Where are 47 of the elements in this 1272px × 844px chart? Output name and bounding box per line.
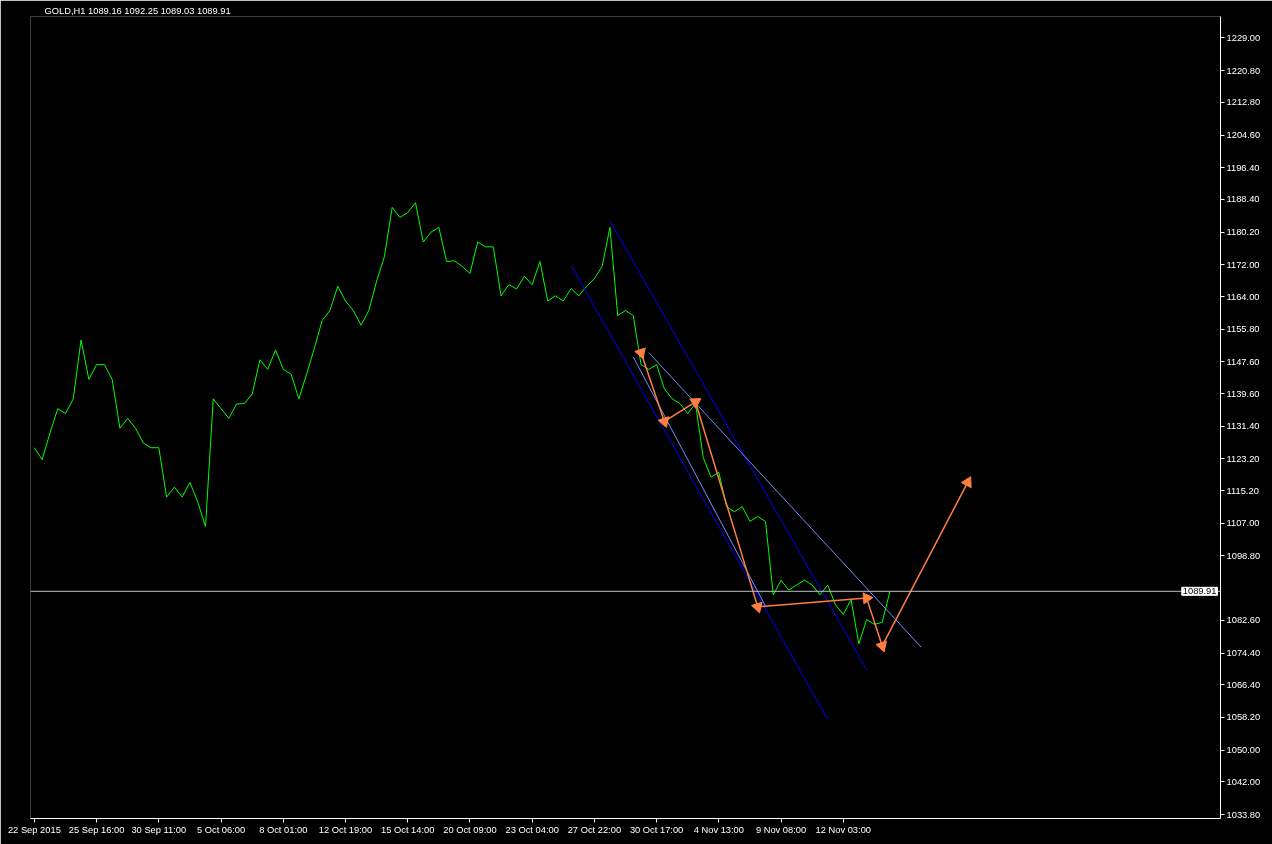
y-tick-label: 1042.00 <box>1226 776 1261 787</box>
chart-title: GOLD,H1 1089.16 1092.25 1089.03 1089.91 <box>44 5 231 16</box>
x-tick-label: 4 Nov 13:00 <box>693 824 744 835</box>
y-tick-label: 1139.60 <box>1226 388 1260 399</box>
x-tick-label: 9 Nov 08:00 <box>755 824 807 835</box>
y-tick-label: 1066.40 <box>1226 679 1261 690</box>
x-tick-label: 25 Sep 16:00 <box>68 824 125 835</box>
y-tick-label: 1220.80 <box>1226 65 1261 76</box>
x-tick-label: 20 Oct 09:00 <box>443 824 497 835</box>
y-tick-label: 1188.40 <box>1226 194 1260 205</box>
point <box>960 476 972 489</box>
y-tick-label: 1164.00 <box>1226 291 1260 302</box>
y-tick-label: 1033.80 <box>1226 809 1261 820</box>
point <box>689 398 702 409</box>
y-tick-label: 1123.20 <box>1226 453 1260 464</box>
y-tick-label: 1098.80 <box>1226 550 1261 561</box>
y-tick-label: 1115.20 <box>1226 485 1259 496</box>
y-tick-label: 1074.40 <box>1226 648 1261 659</box>
x-tick-label: 22 Sep 2015 <box>7 824 61 835</box>
point <box>751 601 763 614</box>
point <box>634 347 646 360</box>
x-tick-label: 12 Oct 19:00 <box>318 824 373 835</box>
point <box>657 416 670 428</box>
x-tick-label: 8 Oct 01:00 <box>259 824 308 835</box>
y-tick-label: 1147.60 <box>1226 356 1260 367</box>
x-tick-label: 30 Sep 11:00 <box>131 824 187 835</box>
y-tick-label: 1196.40 <box>1226 162 1260 173</box>
y-tick-label: 1155.80 <box>1226 324 1260 335</box>
y-tick-label: 1050.00 <box>1226 745 1261 756</box>
line-series <box>33 202 891 645</box>
x-tick-label: 23 Oct 04:00 <box>505 824 559 835</box>
y-tick-label: 1131.40 <box>1226 421 1260 432</box>
y-tick-label: 1204.60 <box>1226 130 1261 141</box>
y-tick-label: 1172.00 <box>1226 259 1260 270</box>
x-tick-label: 27 Oct 22:00 <box>567 824 622 835</box>
x-tick-label: 15 Oct 14:00 <box>381 824 435 835</box>
y-tick-label: 1107.00 <box>1226 518 1260 529</box>
x-tick-label: 12 Nov 03:00 <box>815 824 872 835</box>
x-tick-label: 30 Oct 17:00 <box>629 824 684 835</box>
point <box>875 640 887 653</box>
y-tick-label: 1082.60 <box>1226 615 1261 626</box>
x-tick-label: 5 Oct 06:00 <box>196 824 246 835</box>
y-tick-label: 1180.20 <box>1226 227 1260 238</box>
y-tick-label: 1212.80 <box>1226 97 1261 108</box>
y-tick-label: 1229.00 <box>1226 32 1261 43</box>
y-tick-label: 1058.20 <box>1226 712 1261 723</box>
ref-line-label: 1089.91 <box>1182 586 1217 597</box>
